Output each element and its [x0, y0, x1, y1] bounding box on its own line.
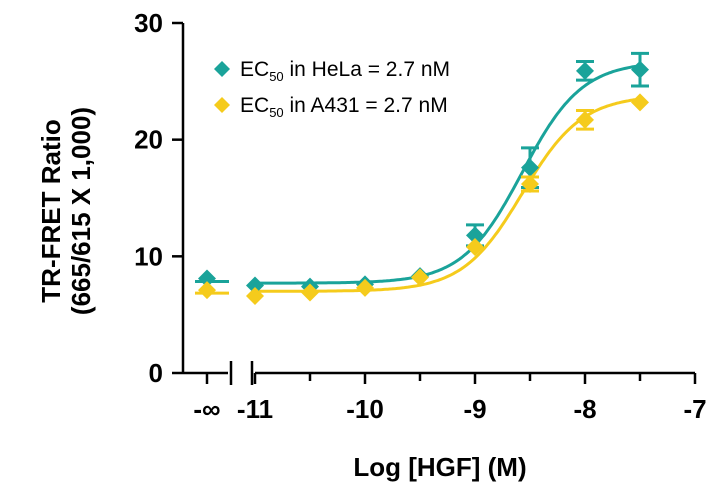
- legend-label-prefix: EC: [240, 58, 269, 81]
- data-point: [246, 287, 264, 305]
- data-point: [246, 276, 264, 295]
- y-axis-title-line2: (665/615 X 1,000): [66, 107, 96, 315]
- y-axis-title-line1: TR-FRET Ratio: [36, 119, 66, 302]
- data-point: [301, 283, 319, 302]
- y-tick-label: 10: [134, 241, 163, 271]
- legend-label-subscript: 50: [269, 105, 283, 120]
- legend-label-subscript: 50: [269, 69, 283, 84]
- data-point-zero-dose: [198, 281, 216, 300]
- y-tick-label: 20: [134, 125, 163, 155]
- y-axis-title: TR-FRET Ratio (665/615 X 1,000): [36, 107, 96, 315]
- axes: 0 10 20 30 -11 -10 -9 -8 -7 -∞: [134, 8, 706, 424]
- legend-marker: [214, 97, 230, 113]
- legend-label-suffix: in A431 = 2.7 nM: [284, 94, 448, 117]
- data-point-zero-dose: [198, 269, 216, 288]
- x-tick-label: -9: [463, 394, 486, 424]
- data-point: [521, 158, 539, 177]
- x-tick-label: -7: [683, 394, 706, 424]
- y-tick-label: 0: [149, 358, 163, 388]
- x-tick-label: -8: [573, 394, 596, 424]
- legend-label-suffix: in HeLa = 2.7 nM: [284, 58, 450, 81]
- legend-label: EC50 in HeLa = 2.7 nM: [240, 58, 450, 84]
- legend-marker: [214, 61, 230, 77]
- data-point: [466, 226, 484, 245]
- data-point: [411, 268, 429, 287]
- x-tick-label: -11: [237, 394, 273, 424]
- x-tick-label-neg-infinity: -∞: [193, 394, 220, 424]
- data-point: [576, 61, 594, 80]
- data-markers: [198, 60, 649, 305]
- data-point: [466, 238, 484, 256]
- x-axis-title: Log [HGF] (M): [353, 452, 526, 482]
- data-point: [576, 110, 594, 129]
- legend-label-prefix: EC: [240, 94, 269, 117]
- error-bars: [466, 51, 649, 248]
- fit-curves: [195, 64, 641, 295]
- data-point: [631, 60, 649, 79]
- x-tick-label: -10: [346, 394, 384, 424]
- legend-label: EC50 in A431 = 2.7 nM: [240, 94, 448, 120]
- data-point: [631, 93, 649, 112]
- fit-curve: [255, 97, 641, 293]
- y-tick-label: 30: [134, 8, 163, 38]
- data-point: [356, 278, 374, 297]
- data-point: [521, 175, 539, 193]
- fit-curve: [255, 64, 641, 285]
